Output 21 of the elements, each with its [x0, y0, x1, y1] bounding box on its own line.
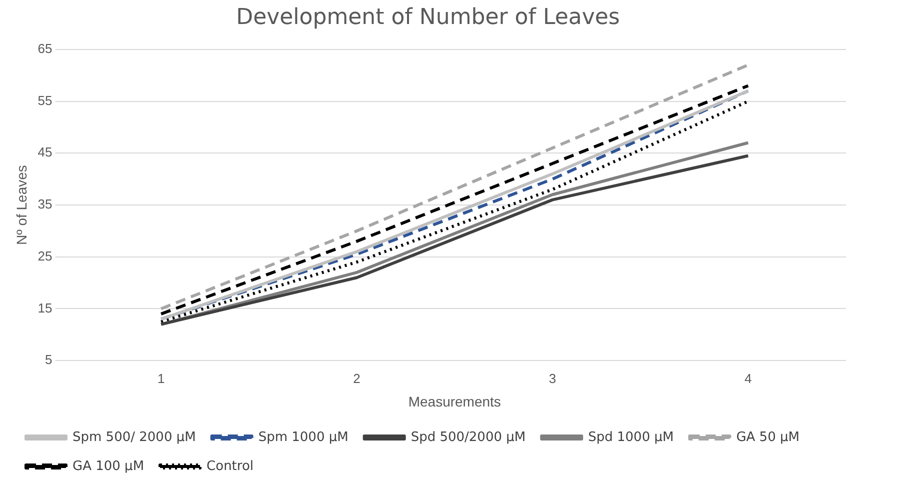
y-tick-label: 5	[45, 352, 52, 368]
y-tick-label: 55	[38, 92, 52, 108]
y-axis-title: Nº of Leaves	[13, 165, 30, 245]
y-tick-label: 25	[38, 248, 52, 264]
legend-label: GA 50 µM	[736, 430, 800, 445]
y-tick-label: 35	[38, 196, 52, 212]
legend-label: Control	[206, 458, 254, 474]
x-tick-label: 3	[548, 370, 556, 386]
y-tick-label: 15	[38, 300, 52, 316]
legend-label: GA 100 µM	[72, 458, 144, 474]
legend-label: Spm 500/ 2000 µM	[72, 430, 196, 445]
x-tick-label: 2	[353, 370, 360, 386]
y-tick-label: 65	[38, 40, 52, 56]
legend-label: Spm 1000 µM	[258, 430, 348, 445]
legend-label: Spd 500/2000 µM	[410, 430, 526, 445]
legend-label: Spd 1000 µM	[588, 430, 674, 445]
x-axis-title: Measurements	[408, 393, 501, 410]
y-tick-label: 45	[38, 144, 52, 160]
x-tick-label: 4	[744, 370, 752, 386]
x-tick-label: 1	[157, 370, 165, 386]
chart-title: Development of Number of Leaves	[236, 4, 620, 30]
